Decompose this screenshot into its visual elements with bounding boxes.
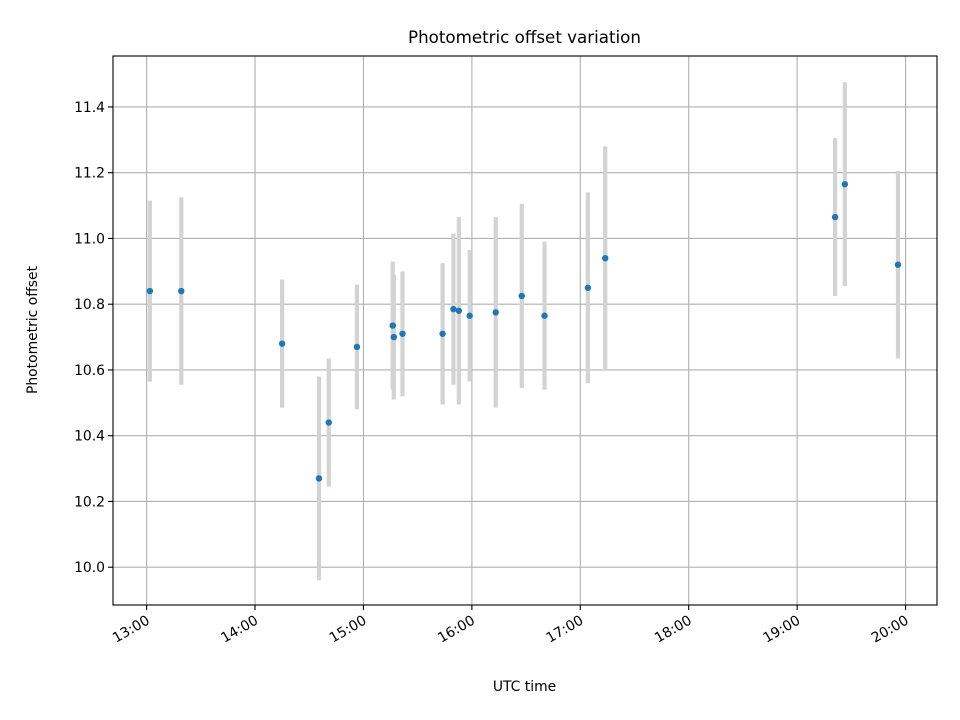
data-point	[146, 287, 154, 295]
chart-title: Photometric offset variation	[408, 27, 641, 47]
x-tick-label: 16:00	[435, 613, 478, 647]
data-points	[146, 181, 902, 482]
data-point	[455, 307, 463, 314]
data-point	[602, 254, 609, 262]
x-tick-label: 15:00	[327, 613, 370, 647]
y-tick-label: 11.0	[74, 231, 105, 247]
y-tick-label: 10.8	[74, 297, 105, 313]
error-bars	[147, 82, 901, 581]
grid	[113, 56, 937, 605]
x-tick-label: 18:00	[652, 613, 695, 647]
y-tick-label: 10.2	[74, 494, 105, 510]
data-point	[841, 181, 849, 188]
data-point	[492, 309, 499, 316]
data-point	[518, 292, 525, 300]
data-point	[584, 284, 592, 291]
x-tick-label: 13:00	[110, 613, 153, 647]
x-tick-label: 19:00	[760, 613, 803, 647]
y-tick-label: 10.4	[74, 429, 105, 445]
data-point	[178, 287, 185, 295]
x-tick-label: 14:00	[218, 613, 261, 647]
data-point	[894, 261, 902, 268]
y-tick-label: 10.6	[74, 363, 105, 379]
data-point	[466, 312, 473, 319]
data-point	[389, 322, 396, 329]
plot-frame	[112, 55, 938, 606]
data-point	[353, 343, 361, 351]
x-axis-label: UTC time	[493, 679, 556, 695]
y-tick-label: 11.2	[74, 166, 105, 182]
data-point	[439, 330, 446, 337]
data-point	[325, 419, 332, 426]
data-point	[450, 305, 457, 313]
data-point	[831, 213, 839, 221]
data-point	[399, 330, 406, 337]
x-tick-label: 17:00	[544, 613, 587, 647]
y-axis: 10.0 10.2 10.4 10.6 10.8 11.0 11.2 11.4	[74, 100, 113, 576]
data-point	[390, 333, 398, 341]
data-point	[315, 475, 323, 482]
y-tick-label: 10.0	[74, 560, 105, 576]
x-tick-label: 20:00	[869, 613, 912, 647]
x-axis: 13:00 14:00 15:00 16:00 17:00 18:00 19:00 20:00	[110, 605, 912, 646]
data-point	[541, 312, 548, 319]
y-tick-label: 11.4	[74, 100, 105, 116]
y-axis-label: Photometric offset	[25, 265, 41, 394]
data-point	[278, 340, 286, 347]
